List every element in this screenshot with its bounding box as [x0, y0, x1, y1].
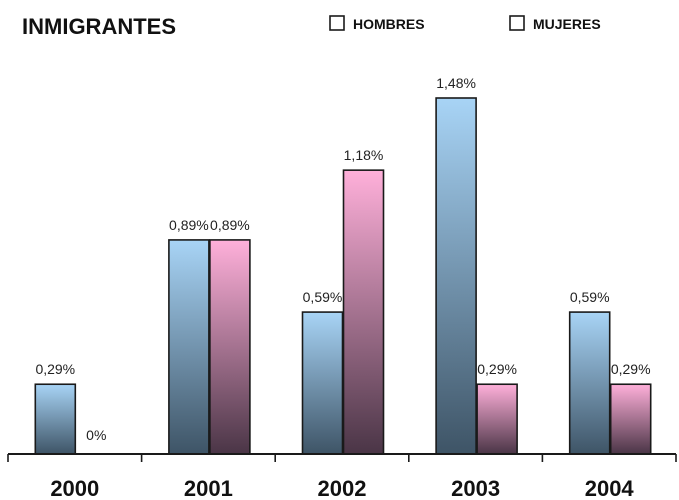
- x-axis: 2000 2001 2002 2003 2004: [7, 453, 677, 500]
- bar-hombres-2002: [301, 311, 344, 455]
- legend-label-mujeres: MUJERES: [533, 16, 601, 32]
- data-label-hombres-2004: 0,59%: [570, 289, 610, 305]
- bar-mujeres-2002: [342, 169, 385, 455]
- x-tick-label-2002: 2002: [318, 476, 367, 500]
- bar-hombres-2004: [568, 311, 611, 455]
- data-label-hombres-2002: 0,59%: [303, 289, 343, 305]
- data-label-mujeres-2003: 0,29%: [477, 361, 517, 377]
- bar-mujeres-2001: [209, 239, 251, 455]
- legend: HOMBRES MUJERES: [329, 15, 601, 32]
- bar-hombres-2001: [168, 239, 210, 455]
- data-label-hombres-2003: 1,48%: [436, 75, 476, 91]
- bar-hombres-2003: [435, 97, 477, 455]
- bar-mujeres-2003: [476, 383, 518, 455]
- bar-mujeres-2004: [609, 383, 652, 455]
- data-label-mujeres-2002: 1,18%: [344, 147, 384, 163]
- bar-hombres-2000: [34, 383, 77, 455]
- data-label-hombres-2000: 0,29%: [35, 361, 75, 377]
- legend-swatch-hombres: [329, 15, 345, 31]
- data-label-mujeres-2000: 0%: [86, 427, 106, 443]
- x-tick-label-2004: 2004: [585, 476, 635, 500]
- x-tick-label-2000: 2000: [50, 476, 99, 500]
- chart-title: INMIGRANTES: [22, 14, 176, 39]
- data-label-mujeres-2001: 0,89%: [210, 217, 250, 233]
- bars-group: [34, 97, 652, 455]
- x-tick-label-2001: 2001: [184, 476, 233, 500]
- data-labels-group: 0,29% 0% 0,89% 0,89% 0,59% 1,18% 1,48% 0,29% 0,5…: [35, 75, 650, 443]
- legend-label-hombres: HOMBRES: [353, 16, 425, 32]
- data-label-hombres-2001: 0,89%: [169, 217, 209, 233]
- data-label-mujeres-2004: 0,29%: [611, 361, 651, 377]
- legend-swatch-mujeres: [509, 15, 525, 31]
- x-tick-label-2003: 2003: [451, 476, 500, 500]
